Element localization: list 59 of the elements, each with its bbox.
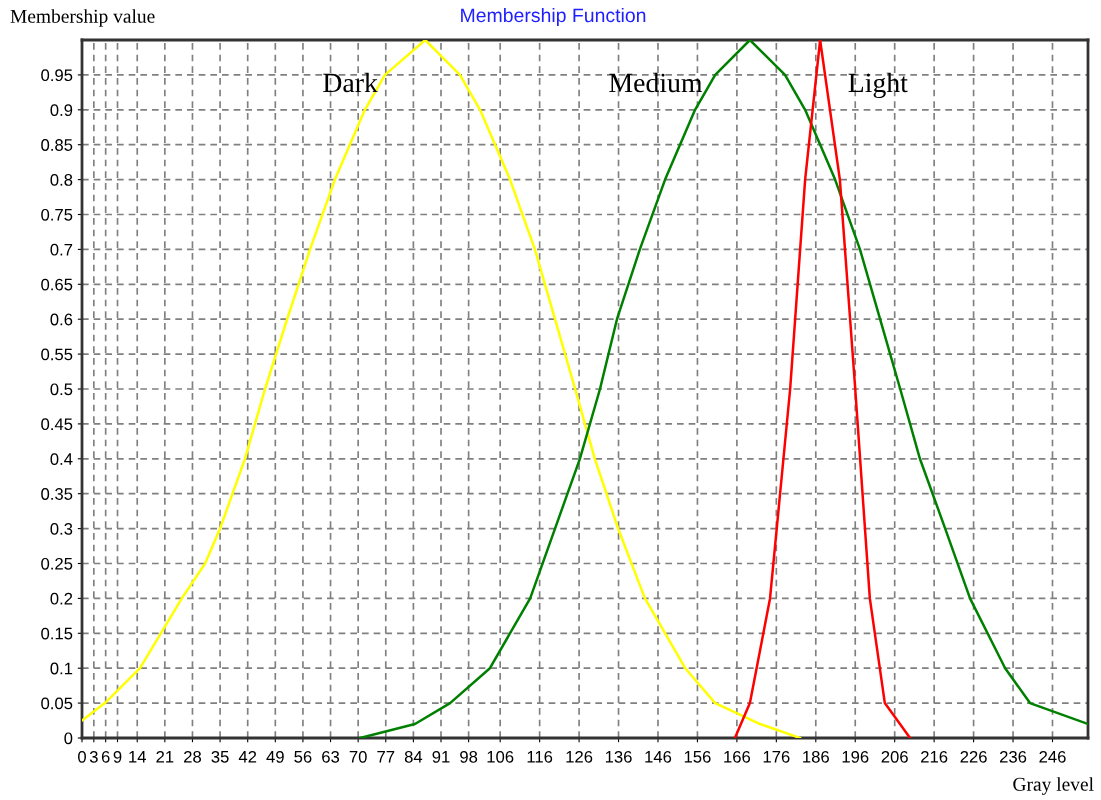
- y-tick-label: 0.4: [50, 453, 73, 465]
- y-tick-label: 0.6: [50, 313, 73, 326]
- x-tick-label: 236: [999, 750, 1027, 763]
- y-tick-label: 0.8: [50, 174, 73, 186]
- x-tick-label: 35: [211, 750, 229, 763]
- y-tick-label: 0.9: [50, 104, 73, 116]
- y-tick-label: 0.35: [41, 488, 73, 500]
- x-tick-label: 136: [605, 750, 632, 763]
- x-tick-label: 63: [322, 750, 340, 763]
- x-tick-label: 216: [921, 750, 948, 763]
- x-axis-title: Gray level: [1013, 777, 1094, 795]
- x-tick-label: 56: [294, 750, 312, 763]
- y-tick-label: 0.15: [41, 627, 73, 640]
- x-tick-label: 126: [566, 750, 593, 763]
- x-tick-label: 77: [377, 751, 395, 763]
- x-tick-label: 14: [129, 751, 147, 763]
- y-tick-label: 0.5: [50, 383, 73, 396]
- y-tick-label: 0.05: [41, 697, 73, 710]
- x-tick-label: 84: [404, 750, 423, 763]
- y-tick-label: 0.95: [41, 69, 73, 82]
- x-tick-label: 166: [724, 750, 751, 763]
- x-tick-label: 176: [763, 750, 790, 763]
- x-tick-label: 6: [101, 750, 110, 763]
- x-tick-label: 106: [487, 750, 514, 763]
- x-tick-label: 206: [881, 750, 908, 763]
- x-tick-label: 42: [238, 750, 257, 763]
- x-tick-label: 21: [156, 750, 174, 763]
- x-tick-label: 98: [460, 750, 478, 763]
- y-tick-label: 0.75: [41, 208, 73, 221]
- x-tick-label: 196: [842, 750, 869, 763]
- x-tick-label: 156: [684, 750, 711, 763]
- series-label: Light: [848, 72, 908, 98]
- x-tick-label: 9: [113, 750, 122, 763]
- y-tick-label: 0.55: [41, 348, 73, 361]
- series-label: Medium: [609, 72, 703, 93]
- x-tick-label: 0: [78, 750, 86, 763]
- line-series: [733, 40, 912, 738]
- y-tick-label: 0.2: [50, 592, 73, 605]
- x-tick-label: 226: [960, 750, 987, 763]
- y-tick-label: 0.3: [50, 523, 73, 535]
- x-tick-label: 186: [803, 750, 829, 763]
- y-tick-label: 0.7: [50, 243, 73, 256]
- x-tick-label: 70: [349, 750, 367, 763]
- chart-title: Membership Function: [461, 7, 646, 27]
- y-tick-label: 0.1: [50, 662, 73, 675]
- series-label: Dark: [323, 72, 378, 93]
- y-tick-label: 0.25: [41, 557, 73, 570]
- x-tick-label: 91: [432, 750, 450, 763]
- y-tick-label: 0.65: [41, 278, 73, 291]
- x-tick-label: 246: [1039, 750, 1066, 763]
- x-tick-label: 3: [89, 750, 98, 763]
- x-tick-label: 146: [645, 750, 672, 763]
- x-tick-label: 28: [184, 750, 202, 763]
- x-tick-label: 116: [527, 750, 553, 763]
- y-tick-label: 0: [64, 732, 73, 745]
- y-tick-label: 0.85: [41, 139, 73, 151]
- y-axis-title: Membership value: [10, 9, 155, 27]
- x-tick-label: 49: [266, 750, 284, 763]
- y-tick-label: 0.45: [41, 418, 73, 431]
